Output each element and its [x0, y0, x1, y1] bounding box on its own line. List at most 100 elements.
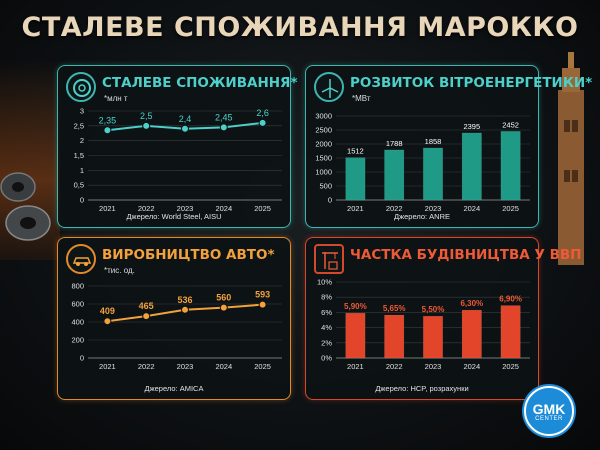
- logo-subtext: CENTER: [535, 416, 563, 422]
- auto-production-panel: ВИРОБНИЦТВО АВТО* *тис. од. 0 200 400 600 80…: [57, 237, 291, 400]
- bar: [500, 305, 521, 359]
- x-tick-label: 2022: [138, 204, 155, 213]
- construction-gdp-chart: 0% 2% 4% 6% 8% 10% 2021 2022 2023 2024 2025 5,90% 5,…: [317, 278, 530, 371]
- data-label: 465: [139, 301, 154, 311]
- data-point: [142, 312, 151, 321]
- y-tick-label: 2: [80, 136, 84, 145]
- y-tick-label: 500: [319, 182, 332, 191]
- wind-energy-panel: РОЗВИТОК ВІТРОЕНЕРГЕТИКИ* *МВт 0 500 1000 1…: [305, 65, 592, 228]
- y-tick-label: 2000: [315, 140, 332, 149]
- y-tick-label: 1500: [315, 154, 332, 163]
- y-tick-label: 4%: [321, 323, 332, 332]
- construction-gdp-panel: ЧАСТКА БУДІВНИЦТВА У ВВП 0% 2% 4% 6% 8% 10% 20…: [305, 237, 581, 400]
- x-tick-label: 2021: [99, 362, 116, 371]
- y-tick-label: 0: [328, 196, 332, 205]
- x-tick-label: 2025: [502, 204, 519, 213]
- steel-coils-illustration: [0, 172, 51, 241]
- panel-title: РОЗВИТОК ВІТРОЕНЕРГЕТИКИ*: [350, 75, 593, 91]
- data-point: [181, 305, 189, 314]
- bar: [423, 315, 443, 359]
- steel-consumption-panel: СТАЛЕВЕ СПОЖИВАННЯ* *млн т 0 0,5 1 1,5 2 2,5 3…: [57, 65, 298, 228]
- source-label: Джерело: HCP, розрахунки: [375, 384, 469, 393]
- x-tick-label: 2025: [502, 362, 519, 371]
- bar: [345, 157, 366, 201]
- y-tick-label: 0,5: [74, 181, 84, 190]
- wind-energy-chart: 0 500 1000 1500 2000 2500 3000 2021 2022 2023 2024…: [315, 112, 530, 213]
- y-tick-label: 0: [80, 354, 84, 363]
- steel-coil-icon: [66, 72, 96, 102]
- data-point: [258, 300, 267, 309]
- data-point: [103, 126, 112, 135]
- data-label: 2,6: [256, 108, 269, 118]
- x-tick-label: 2024: [463, 204, 480, 213]
- x-tick-label: 2022: [138, 362, 155, 371]
- y-tick-label: 3: [80, 107, 84, 116]
- x-tick-label: 2021: [99, 204, 116, 213]
- source-label: Джерело: World Steel, AISU: [126, 212, 222, 221]
- y-tick-label: 1000: [315, 168, 332, 177]
- y-tick-label: 2500: [315, 126, 332, 135]
- unit-label: *млн т: [104, 94, 128, 103]
- x-tick-label: 2023: [425, 362, 442, 371]
- y-tick-label: 3000: [315, 112, 332, 121]
- data-label: 5,50%: [422, 305, 445, 314]
- bar: [345, 312, 366, 359]
- construction-crane-icon: [314, 244, 344, 274]
- x-tick-label: 2023: [177, 204, 194, 213]
- auto-production-chart: 0 200 400 600 800 2021 2022 2023 2024 2025 409 465 5…: [71, 282, 282, 371]
- data-label: 2395: [463, 122, 480, 131]
- y-tick-label: 200: [71, 336, 84, 345]
- logo-text: GMK: [532, 401, 566, 417]
- bar: [461, 309, 482, 359]
- x-tick-label: 2025: [254, 362, 271, 371]
- car-icon: [66, 244, 96, 274]
- data-label: 560: [216, 293, 231, 303]
- x-tick-label: 2023: [177, 362, 194, 371]
- y-tick-label: 10%: [317, 278, 332, 287]
- y-tick-label: 800: [71, 282, 84, 291]
- unit-label: *МВт: [352, 94, 371, 103]
- y-tick-label: 6%: [321, 308, 332, 317]
- y-tick-label: 0%: [321, 354, 332, 363]
- x-tick-label: 2022: [386, 362, 403, 371]
- data-label: 2,35: [99, 115, 117, 125]
- x-tick-label: 2024: [215, 362, 232, 371]
- y-tick-label: 1,5: [74, 151, 84, 160]
- panel-title: ЧАСТКА БУДІВНИЦТВА У ВВП: [350, 247, 582, 263]
- gmk-center-logo: GMK CENTER: [524, 386, 574, 436]
- data-point: [258, 118, 267, 127]
- unit-label: *тис. од.: [104, 266, 135, 275]
- x-tick-label: 2024: [215, 204, 232, 213]
- data-point: [219, 303, 228, 312]
- x-tick-label: 2021: [347, 362, 364, 371]
- data-label: 593: [255, 290, 270, 300]
- y-tick-label: 8%: [321, 293, 332, 302]
- x-tick-label: 2021: [347, 204, 364, 213]
- panel-title: ВИРОБНИЦТВО АВТО*: [102, 247, 275, 263]
- data-point: [181, 124, 189, 133]
- x-tick-label: 2025: [254, 204, 271, 213]
- data-point: [103, 317, 112, 326]
- data-label: 5,65%: [383, 304, 406, 313]
- bar: [500, 131, 521, 201]
- y-tick-label: 2,5: [74, 121, 84, 130]
- data-label: 409: [100, 306, 115, 316]
- data-label: 6,90%: [499, 295, 522, 304]
- x-tick-label: 2023: [425, 204, 442, 213]
- data-label: 1512: [347, 147, 364, 156]
- mosque-tower-illustration: [558, 52, 584, 265]
- data-label: 2,5: [140, 111, 153, 121]
- data-label: 6,30%: [460, 299, 483, 308]
- data-label: 5,90%: [344, 302, 367, 311]
- data-label: 1788: [386, 139, 403, 148]
- data-label: 2,4: [179, 114, 192, 124]
- source-label: Джерело: ANRE: [394, 212, 450, 221]
- bar: [423, 147, 443, 201]
- data-label: 2,45: [215, 112, 233, 122]
- y-tick-label: 2%: [321, 338, 332, 347]
- source-label: Джерело: AMICA: [144, 384, 204, 393]
- y-tick-label: 400: [71, 318, 84, 327]
- data-label: 2452: [502, 120, 519, 129]
- page-title: СТАЛЕВЕ СПОЖИВАННЯ МАРОККО: [21, 12, 579, 43]
- y-tick-label: 0: [80, 196, 84, 205]
